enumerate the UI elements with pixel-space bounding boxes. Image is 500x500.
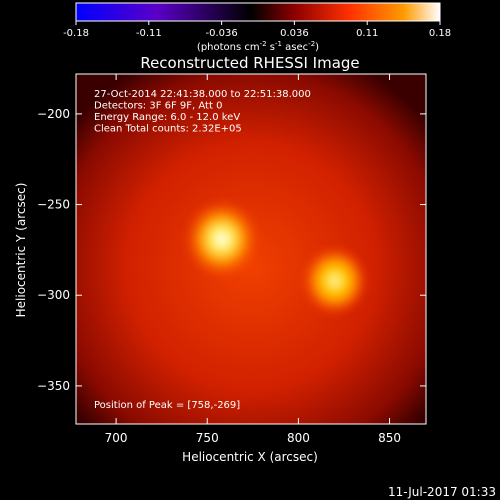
y-axis-label: Heliocentric Y (arcsec) bbox=[14, 183, 28, 318]
colorbar-tick-label: -0.11 bbox=[136, 28, 162, 39]
y-tick-label: −200 bbox=[37, 107, 70, 121]
x-tick-label: 750 bbox=[196, 431, 219, 445]
colorbar-unit: (photons cm-2 s-1 asec-2) bbox=[197, 40, 319, 53]
peak-position-label: Position of Peak = [758,-269] bbox=[94, 400, 240, 411]
timestamp: 11-Jul-2017 01:33 bbox=[388, 485, 496, 499]
colorbar bbox=[75, 2, 441, 22]
x-tick-label: 800 bbox=[287, 431, 310, 445]
emission-source bbox=[183, 199, 260, 279]
annotation-line: 27-Oct-2014 22:41:38.000 to 22:51:38.000 bbox=[94, 89, 311, 100]
colorbar-tick-label: 0.18 bbox=[429, 28, 451, 39]
image-area bbox=[76, 74, 426, 424]
emission-source bbox=[301, 245, 368, 316]
chart-title: Reconstructed RHESSI Image bbox=[140, 54, 359, 72]
colorbar-tick-label: -0.036 bbox=[205, 28, 237, 39]
x-axis-label: Heliocentric X (arcsec) bbox=[182, 450, 318, 464]
plot-frame bbox=[75, 73, 427, 425]
colorbar-tick-label: -0.18 bbox=[63, 28, 89, 39]
annotation-line: Detectors: 3F 6F 9F, Att 0 bbox=[94, 101, 222, 112]
y-tick-label: −350 bbox=[37, 379, 70, 393]
x-tick-label: 850 bbox=[378, 431, 401, 445]
colorbar-tick-label: 0.11 bbox=[356, 28, 378, 39]
x-tick-label: 700 bbox=[105, 431, 128, 445]
y-tick-label: −300 bbox=[37, 288, 70, 302]
y-tick-label: −250 bbox=[37, 198, 70, 212]
annotation-line: Clean Total counts: 2.32E+05 bbox=[94, 124, 242, 135]
annotations: 27-Oct-2014 22:41:38.000 to 22:51:38.000… bbox=[94, 89, 311, 135]
colorbar-ticks: -0.18 -0.11 -0.036 0.036 0.11 0.18 bbox=[63, 21, 451, 39]
annotation-line: Energy Range: 6.0 - 12.0 keV bbox=[94, 112, 240, 123]
colorbar-tick-label: 0.036 bbox=[280, 28, 309, 39]
